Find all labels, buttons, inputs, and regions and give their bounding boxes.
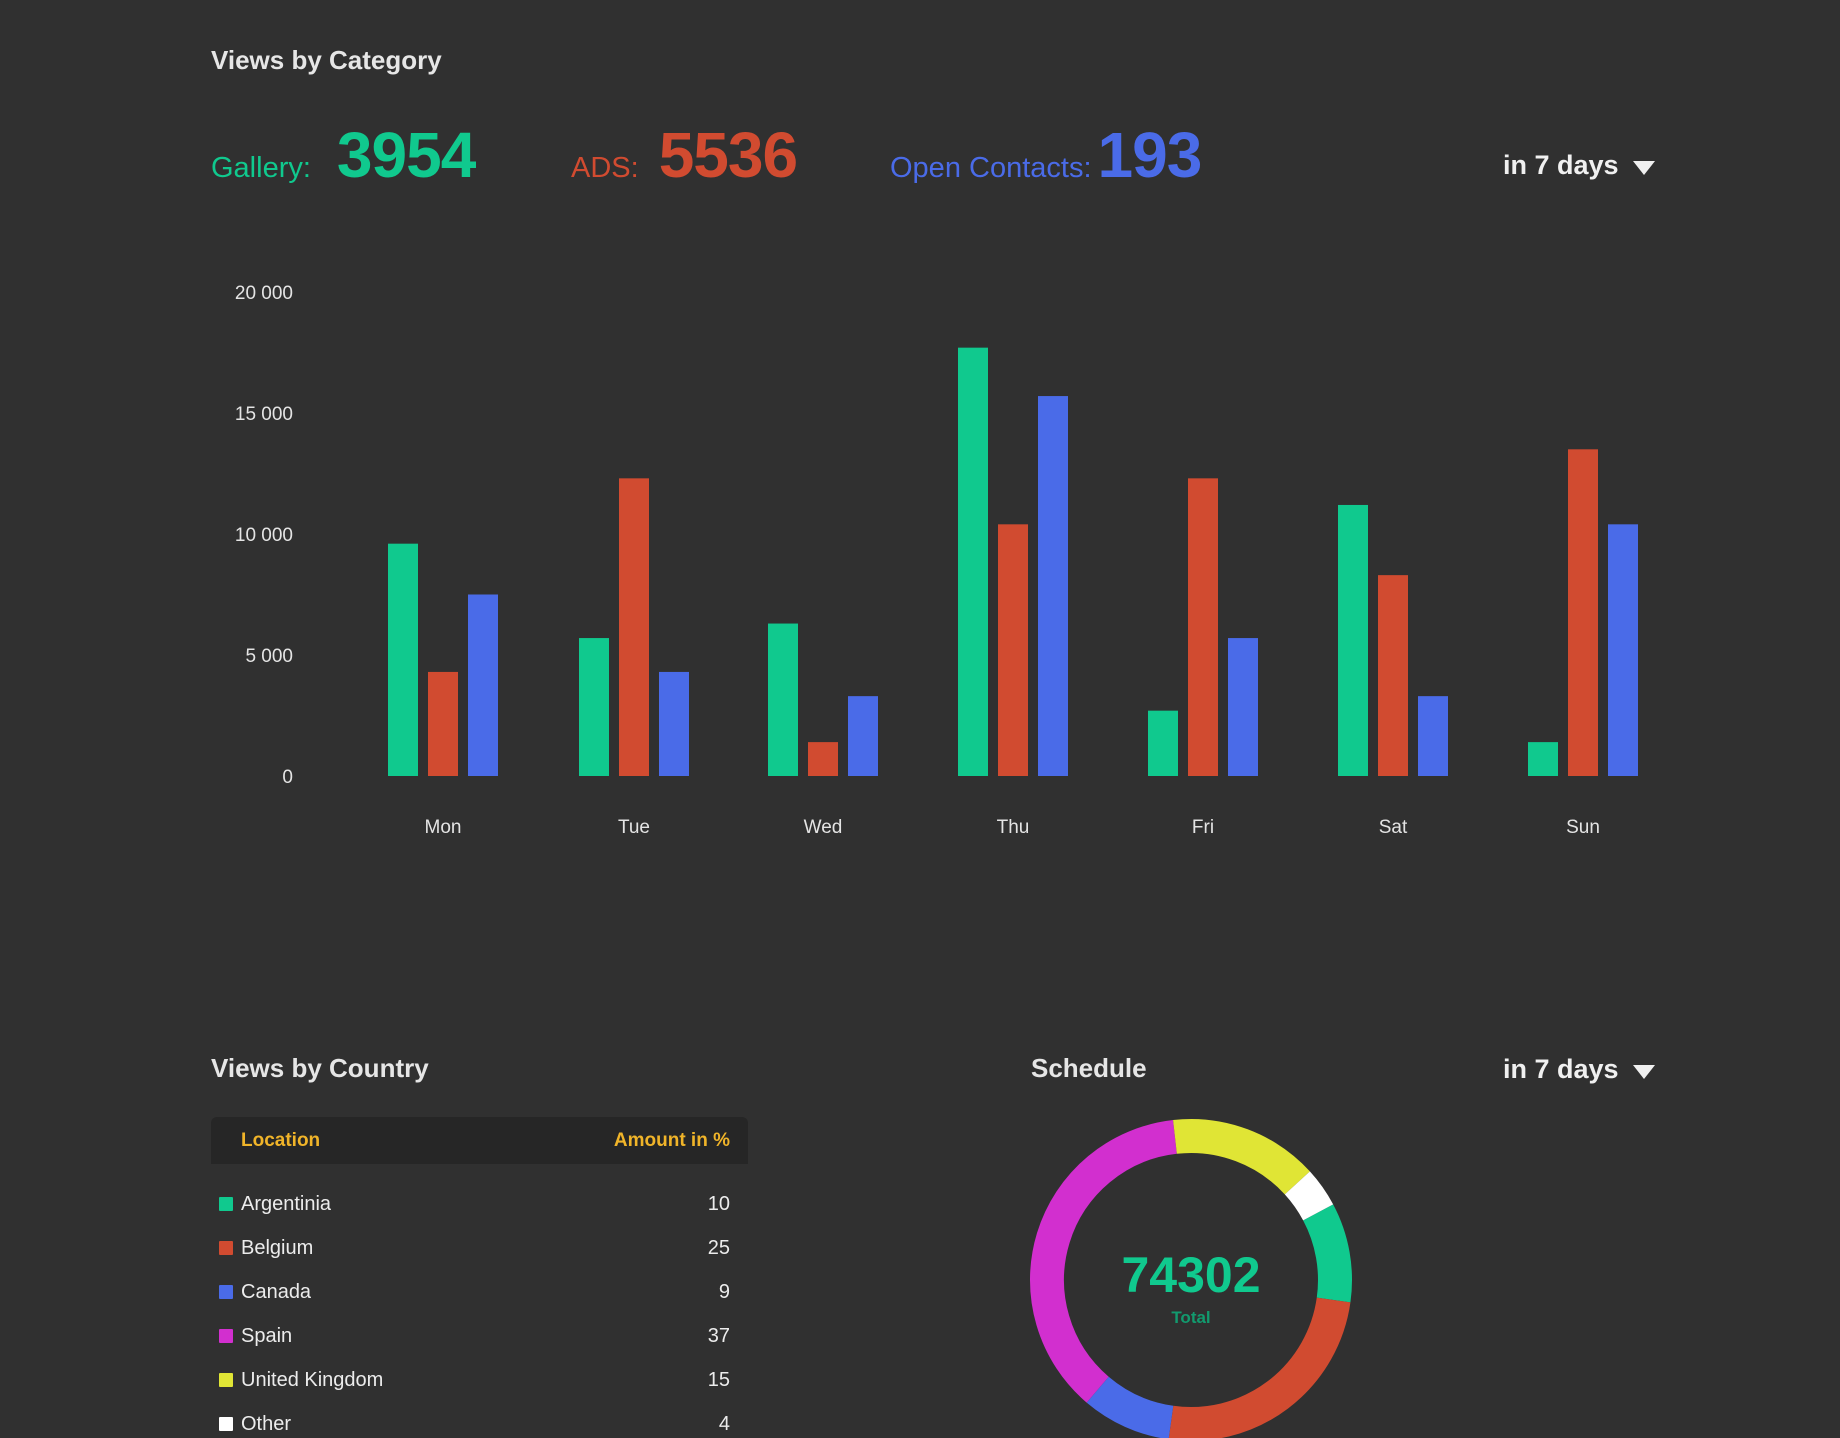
category-period-label: in 7 days (1503, 150, 1619, 180)
donut-segment (1030, 1120, 1178, 1403)
country-value: 25 (707, 1236, 730, 1259)
amount-column-header: Amount in % (613, 1129, 730, 1151)
open-contacts-stat-label: Open Contacts: (890, 152, 1092, 184)
caret-down-icon (1632, 160, 1655, 175)
x-tick-label: Fri (1192, 817, 1214, 838)
bar (1188, 478, 1218, 776)
y-tick-label: 5 000 (245, 646, 293, 667)
bar (1608, 524, 1638, 776)
views-bar-chart: 0 5 000 10 000 15 000 20 000 Mon Tue Wed Thu Fri S… (235, 283, 1638, 838)
bar (1148, 710, 1178, 776)
legend-swatch (219, 1197, 233, 1211)
table-row: United Kingdom 15 (211, 1358, 748, 1402)
country-table: Location Amount in % Argentinia 10 Belgi… (211, 1117, 748, 1438)
bar (659, 671, 689, 776)
bar (388, 543, 418, 776)
country-value: 10 (707, 1192, 730, 1215)
open-contacts-stat: Open Contacts: 193 (890, 118, 1203, 192)
donut-segment (1086, 1376, 1174, 1438)
x-tick-label: Wed (804, 817, 843, 838)
location-column-header: Location (241, 1129, 321, 1151)
bar (1418, 696, 1448, 776)
donut-segment (1168, 1297, 1351, 1438)
country-value: 15 (707, 1368, 730, 1391)
gallery-stat: Gallery: 3954 (211, 118, 476, 192)
bar (768, 623, 798, 776)
bar (579, 638, 609, 776)
legend-swatch (219, 1285, 233, 1299)
schedule-title: Schedule (1031, 1053, 1147, 1083)
y-tick-label: 15 000 (235, 404, 293, 425)
country-name: Canada (241, 1280, 312, 1303)
country-value: 9 (718, 1280, 730, 1303)
country-rows: Argentinia 10 Belgium 25 Canada 9 Spain … (211, 1182, 748, 1438)
ads-stat-label: ADS: (571, 152, 639, 184)
ads-stat-value: 5536 (658, 119, 798, 191)
country-name: Other (241, 1412, 292, 1435)
table-row: Canada 9 (211, 1270, 748, 1314)
caret-down-icon (1632, 1064, 1655, 1079)
x-tick-label: Sat (1379, 817, 1408, 838)
gallery-stat-label: Gallery: (211, 152, 311, 184)
bar (958, 347, 988, 776)
y-tick-label: 20 000 (235, 283, 293, 304)
bar (1378, 575, 1408, 776)
bar (619, 478, 649, 776)
table-row: Other 4 (211, 1402, 748, 1438)
bar (1528, 742, 1558, 776)
schedule-donut-chart (1030, 1119, 1352, 1438)
x-tick-label: Mon (425, 817, 462, 838)
country-table-header: Location Amount in % (211, 1117, 748, 1164)
schedule-period-label: in 7 days (1503, 1054, 1619, 1084)
country-name: Argentinia (241, 1192, 332, 1215)
schedule-period-dropdown[interactable]: in 7 days (1503, 1054, 1655, 1085)
country-value: 4 (718, 1412, 730, 1435)
bar (468, 594, 498, 776)
table-row: Spain 37 (211, 1314, 748, 1358)
x-tick-label: Tue (618, 817, 650, 838)
bar (808, 742, 838, 776)
donut-total-label: Total (1171, 1308, 1211, 1327)
gallery-stat-value: 3954 (336, 119, 476, 191)
bar (1228, 638, 1258, 776)
y-tick-label: 0 (282, 767, 293, 788)
views-by-country-title: Views by Country (211, 1053, 429, 1083)
country-name: United Kingdom (241, 1368, 384, 1391)
ads-stat: ADS: 5536 (571, 118, 798, 192)
donut-segment (1302, 1204, 1352, 1303)
bar (1038, 396, 1068, 776)
bar (428, 671, 458, 776)
country-value: 37 (707, 1324, 730, 1347)
category-period-dropdown[interactable]: in 7 days (1503, 150, 1655, 181)
x-tick-label: Thu (997, 817, 1030, 838)
country-name: Spain (241, 1324, 293, 1347)
donut-segment (1284, 1171, 1334, 1221)
open-contacts-stat-value: 193 (1097, 119, 1203, 191)
y-tick-label: 10 000 (235, 525, 293, 546)
table-row: Belgium 25 (211, 1226, 748, 1270)
donut-total-value: 74302 (1121, 1247, 1261, 1303)
legend-swatch (219, 1329, 233, 1343)
table-row: Argentinia 10 (211, 1182, 748, 1226)
bar (1338, 504, 1368, 776)
x-tick-label: Sun (1566, 817, 1600, 838)
donut-segment (1173, 1119, 1310, 1195)
bar (998, 524, 1028, 776)
country-name: Belgium (241, 1236, 314, 1259)
bar (1568, 449, 1598, 776)
bar (848, 696, 878, 776)
legend-swatch (219, 1241, 233, 1255)
views-by-category-title: Views by Category (211, 45, 442, 75)
legend-swatch (219, 1417, 233, 1431)
legend-swatch (219, 1373, 233, 1387)
